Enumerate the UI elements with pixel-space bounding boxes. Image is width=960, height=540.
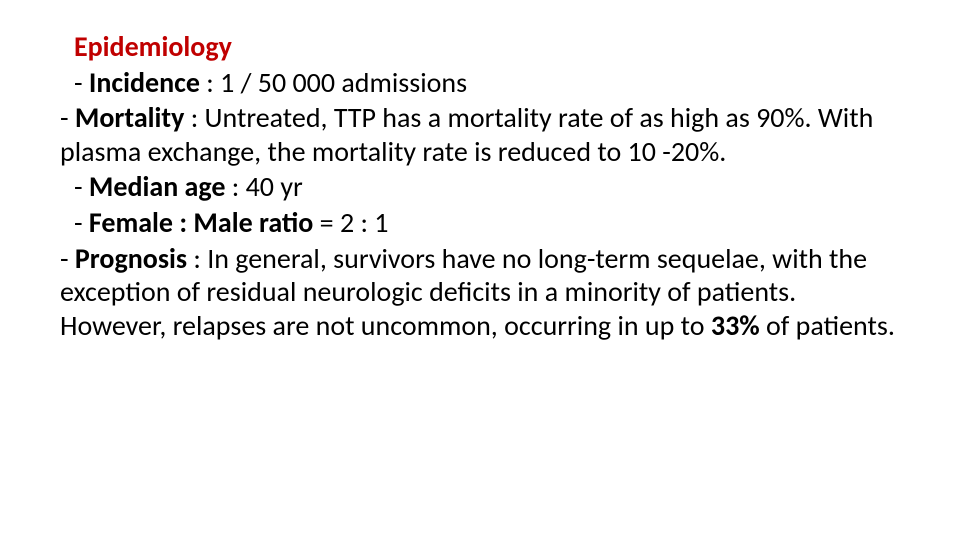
bullet-dash: - (60, 241, 75, 276)
sex-ratio-value: 2 : 1 (340, 205, 389, 240)
prognosis-sep: : (187, 241, 207, 276)
bullet-mortality: - Mortality : Untreated, TTP has a morta… (60, 101, 900, 168)
bullet-dash: - (74, 205, 89, 240)
median-age-value: 40 yr (246, 169, 303, 204)
median-age-sep: : (225, 169, 245, 204)
bullet-dash: - (74, 65, 89, 100)
incidence-label: Incidence (89, 65, 200, 100)
slide: Epidemiology - Incidence : 1 / 50 000 ad… (0, 0, 960, 540)
slide-body: Epidemiology - Incidence : 1 / 50 000 ad… (60, 30, 900, 342)
bullet-sex-ratio: - Female : Male ratio = 2 : 1 (74, 206, 900, 240)
incidence-sep: : (200, 65, 220, 100)
section-title: Epidemiology (74, 30, 900, 64)
bullet-prognosis: - Prognosis : In general, survivors have… (60, 242, 900, 343)
bullet-median-age: - Median age : 40 yr (74, 170, 900, 204)
bullet-dash: - (74, 169, 89, 204)
bullet-incidence: - Incidence : 1 / 50 000 admissions (74, 66, 900, 100)
bullet-dash: - (60, 100, 75, 135)
prognosis-label: Prognosis (75, 241, 187, 276)
sex-ratio-sep: = (313, 205, 340, 240)
mortality-sep: : (184, 100, 204, 135)
prognosis-value-post: of patients. (760, 308, 895, 343)
incidence-value: 1 / 50 000 admissions (220, 65, 467, 100)
prognosis-value-bold: 33% (711, 308, 760, 343)
sex-ratio-label: Female : Male ratio (89, 205, 313, 240)
mortality-label: Mortality (75, 100, 184, 135)
median-age-label: Median age (89, 169, 226, 204)
